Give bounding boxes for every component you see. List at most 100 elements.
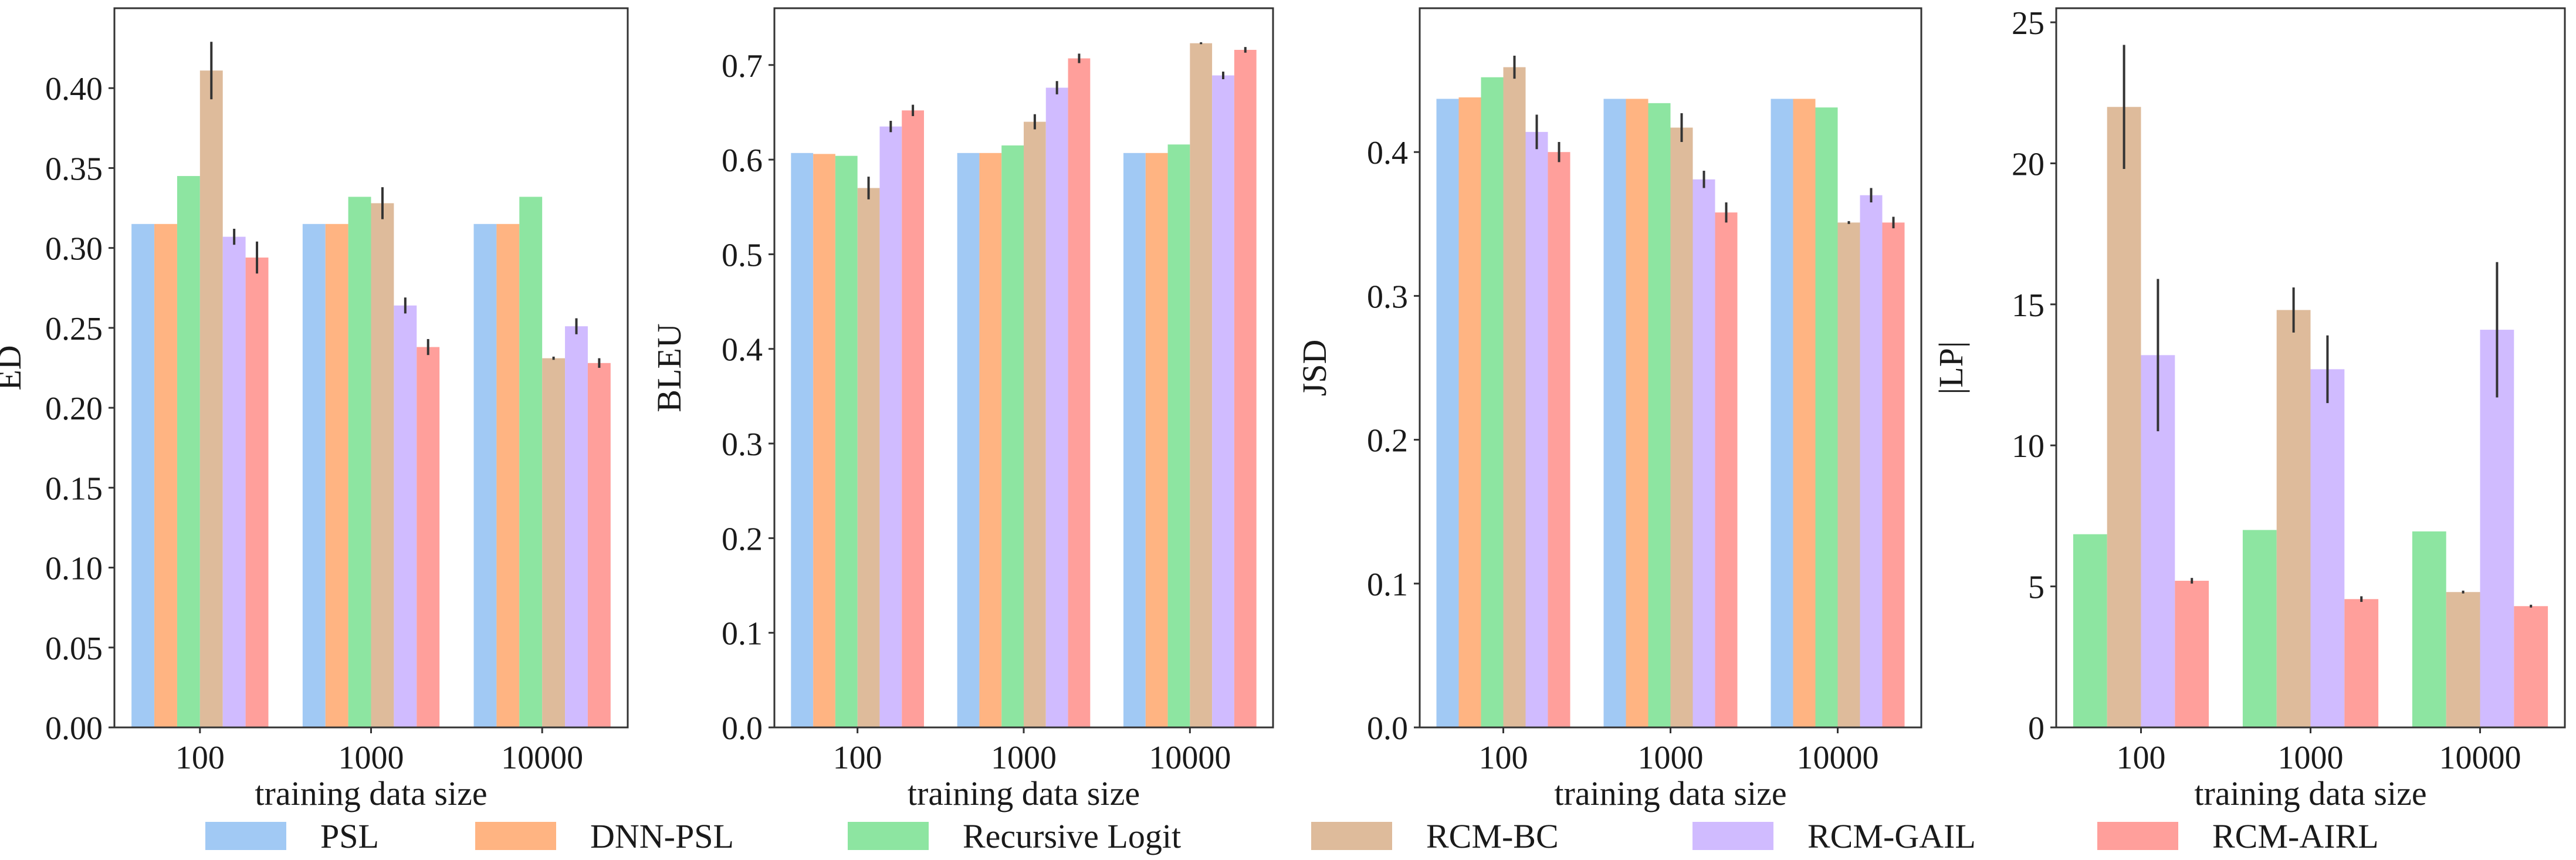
chart1-ylabel: ED bbox=[0, 345, 28, 390]
chart2-bar-rcm-bc-10000 bbox=[1190, 43, 1213, 727]
chart3-bar-psl-1000 bbox=[1603, 99, 1626, 728]
chart2-bar-recursive-logit-1000 bbox=[1001, 145, 1024, 727]
legend-label-psl: PSL bbox=[320, 817, 379, 855]
chart1-ytick-label-5: 0.25 bbox=[45, 311, 103, 347]
chart4-xtick-label-1: 1000 bbox=[2278, 740, 2344, 776]
chart1-bar-dnn-psl-10000 bbox=[496, 224, 520, 727]
legend-swatch-rcm-bc bbox=[1311, 822, 1392, 850]
chart2-bar-rcm-airl-10000 bbox=[1234, 49, 1257, 727]
chart1-bar-rcm-bc-1000 bbox=[371, 203, 394, 728]
chart4-bar-rcm-bc-10000 bbox=[2446, 592, 2480, 727]
chart1-bar-rcm-bc-100 bbox=[199, 70, 223, 728]
chart1-ytick-label-2: 0.10 bbox=[45, 551, 103, 587]
chart2-ytick-label-4: 0.4 bbox=[722, 332, 763, 368]
chart1-ytick-label-3: 0.15 bbox=[45, 470, 103, 507]
legend-item-rcm-bc: RCM-BC bbox=[1311, 815, 1559, 856]
chart2-ytick-label-3: 0.3 bbox=[722, 426, 763, 463]
chart2-ytick-label-6: 0.6 bbox=[722, 143, 763, 179]
chart2-ytick-label-5: 0.5 bbox=[722, 237, 763, 273]
chart2-bar-psl-1000 bbox=[957, 153, 980, 727]
chart3-bar-dnn-psl-10000 bbox=[1793, 99, 1816, 728]
chart3-bar-rcm-airl-1000 bbox=[1715, 212, 1738, 728]
chart4-bar-rcm-airl-100 bbox=[2175, 580, 2209, 727]
chart1-xtick-label-1: 1000 bbox=[338, 740, 404, 776]
chart3-bar-rcm-bc-100 bbox=[1503, 67, 1526, 728]
chart1-bar-rcm-airl-100 bbox=[245, 258, 269, 728]
chart2-bar-dnn-psl-10000 bbox=[1145, 153, 1168, 727]
chart2-ytick-label-2: 0.2 bbox=[722, 521, 763, 557]
chart3-bar-recursive-logit-1000 bbox=[1648, 103, 1671, 727]
chart2-bar-psl-100 bbox=[791, 153, 814, 727]
chart3-xtick-label-2: 10000 bbox=[1797, 740, 1879, 776]
chart1-bar-psl-10000 bbox=[473, 224, 497, 727]
chart3-bar-rcm-gail-10000 bbox=[1860, 195, 1883, 727]
chart2-xlabel: training data size bbox=[908, 774, 1140, 812]
chart1-bar-recursive-logit-1000 bbox=[348, 197, 371, 727]
chart2-ylabel: BLEU bbox=[650, 323, 688, 412]
chart3-ytick-label-1: 0.1 bbox=[1367, 567, 1408, 603]
chart1-ytick-label-1: 0.05 bbox=[45, 631, 103, 667]
legend-label-recursive-logit: Recursive Logit bbox=[963, 817, 1182, 855]
chart2-ytick-label-7: 0.7 bbox=[722, 48, 763, 84]
chart1-bar-rcm-bc-10000 bbox=[542, 358, 566, 727]
chart3-bar-psl-100 bbox=[1436, 99, 1459, 728]
chart3-bar-rcm-bc-10000 bbox=[1837, 222, 1860, 727]
chart4-bar-rcm-airl-10000 bbox=[2514, 606, 2548, 727]
chart3-bar-rcm-airl-10000 bbox=[1882, 222, 1905, 727]
chart2-bar-psl-10000 bbox=[1123, 153, 1146, 727]
chart4-bar-recursive-logit-1000 bbox=[2242, 530, 2277, 727]
chart2-ytick-label-0: 0.0 bbox=[722, 710, 763, 747]
legend-label-rcm-airl: RCM-AIRL bbox=[2212, 817, 2379, 855]
chart1-ytick-label-0: 0.00 bbox=[45, 710, 103, 747]
chart3-bar-dnn-psl-1000 bbox=[1626, 99, 1648, 728]
chart3-bar-rcm-gail-1000 bbox=[1692, 179, 1715, 728]
chart2-xtick-label-1: 1000 bbox=[991, 740, 1057, 776]
chart4-ytick-label-3: 15 bbox=[2012, 287, 2044, 324]
chart1-bar-rcm-gail-10000 bbox=[565, 326, 588, 727]
chart2-bar-rcm-gail-1000 bbox=[1045, 87, 1068, 728]
legend: PSL DNN-PSL Recursive Logit RCM-BC RCM-G… bbox=[0, 815, 2576, 856]
chart1-bar-rcm-airl-10000 bbox=[587, 363, 611, 727]
chart1-ytick-label-7: 0.35 bbox=[45, 151, 103, 187]
chart2-bar-rcm-bc-1000 bbox=[1024, 121, 1046, 727]
chart4-ytick-label-1: 5 bbox=[2028, 570, 2044, 606]
chart3-xlabel: training data size bbox=[1554, 774, 1786, 812]
chart2-bar-recursive-logit-100 bbox=[835, 155, 858, 728]
chart2-bar-dnn-psl-1000 bbox=[979, 153, 1002, 727]
chart3-bar-recursive-logit-10000 bbox=[1815, 107, 1838, 728]
chart4-xtick-label-0: 100 bbox=[2117, 740, 2166, 776]
chart4-ytick-label-4: 20 bbox=[2012, 146, 2044, 182]
chart1-bar-rcm-gail-100 bbox=[222, 236, 246, 727]
legend-swatch-rcm-airl bbox=[2097, 822, 2178, 850]
chart3-bar-recursive-logit-100 bbox=[1481, 77, 1504, 727]
chart4-bar-rcm-bc-1000 bbox=[2276, 310, 2311, 727]
chart3-bar-rcm-airl-100 bbox=[1548, 152, 1570, 727]
chart1-bar-rcm-gail-1000 bbox=[394, 305, 417, 727]
legend-swatch-recursive-logit bbox=[848, 822, 929, 850]
chart1-bar-rcm-airl-1000 bbox=[417, 347, 440, 727]
legend-label-rcm-gail: RCM-GAIL bbox=[1807, 817, 1976, 855]
chart3-xtick-label-0: 100 bbox=[1479, 740, 1528, 776]
chart2-xtick-label-0: 100 bbox=[833, 740, 882, 776]
chart1-xtick-label-0: 100 bbox=[175, 740, 225, 776]
chart2-bar-rcm-airl-1000 bbox=[1068, 58, 1091, 728]
chart3-bar-psl-10000 bbox=[1771, 99, 1793, 728]
chart4-ytick-label-0: 0 bbox=[2028, 710, 2044, 747]
legend-swatch-dnn-psl bbox=[475, 822, 556, 850]
chart2-xtick-label-2: 10000 bbox=[1149, 740, 1231, 776]
chart3-ytick-label-4: 0.4 bbox=[1367, 135, 1408, 171]
legend-swatch-rcm-gail bbox=[1692, 822, 1773, 850]
chart1-ytick-label-6: 0.30 bbox=[45, 231, 103, 268]
chart4-bar-rcm-bc-100 bbox=[2107, 107, 2141, 727]
chart4-bar-recursive-logit-100 bbox=[2073, 534, 2107, 727]
legend-item-rcm-airl: RCM-AIRL bbox=[2097, 815, 2379, 856]
chart2-bar-recursive-logit-10000 bbox=[1167, 144, 1190, 727]
chart1-bar-dnn-psl-1000 bbox=[325, 224, 348, 727]
chart4-ylabel: |LP| bbox=[1932, 341, 1970, 395]
chart4-bar-rcm-airl-1000 bbox=[2344, 599, 2379, 727]
legend-item-recursive-logit: Recursive Logit bbox=[848, 815, 1181, 856]
chart3-ytick-label-3: 0.3 bbox=[1367, 279, 1408, 315]
legend-item-dnn-psl: DNN-PSL bbox=[475, 815, 734, 856]
